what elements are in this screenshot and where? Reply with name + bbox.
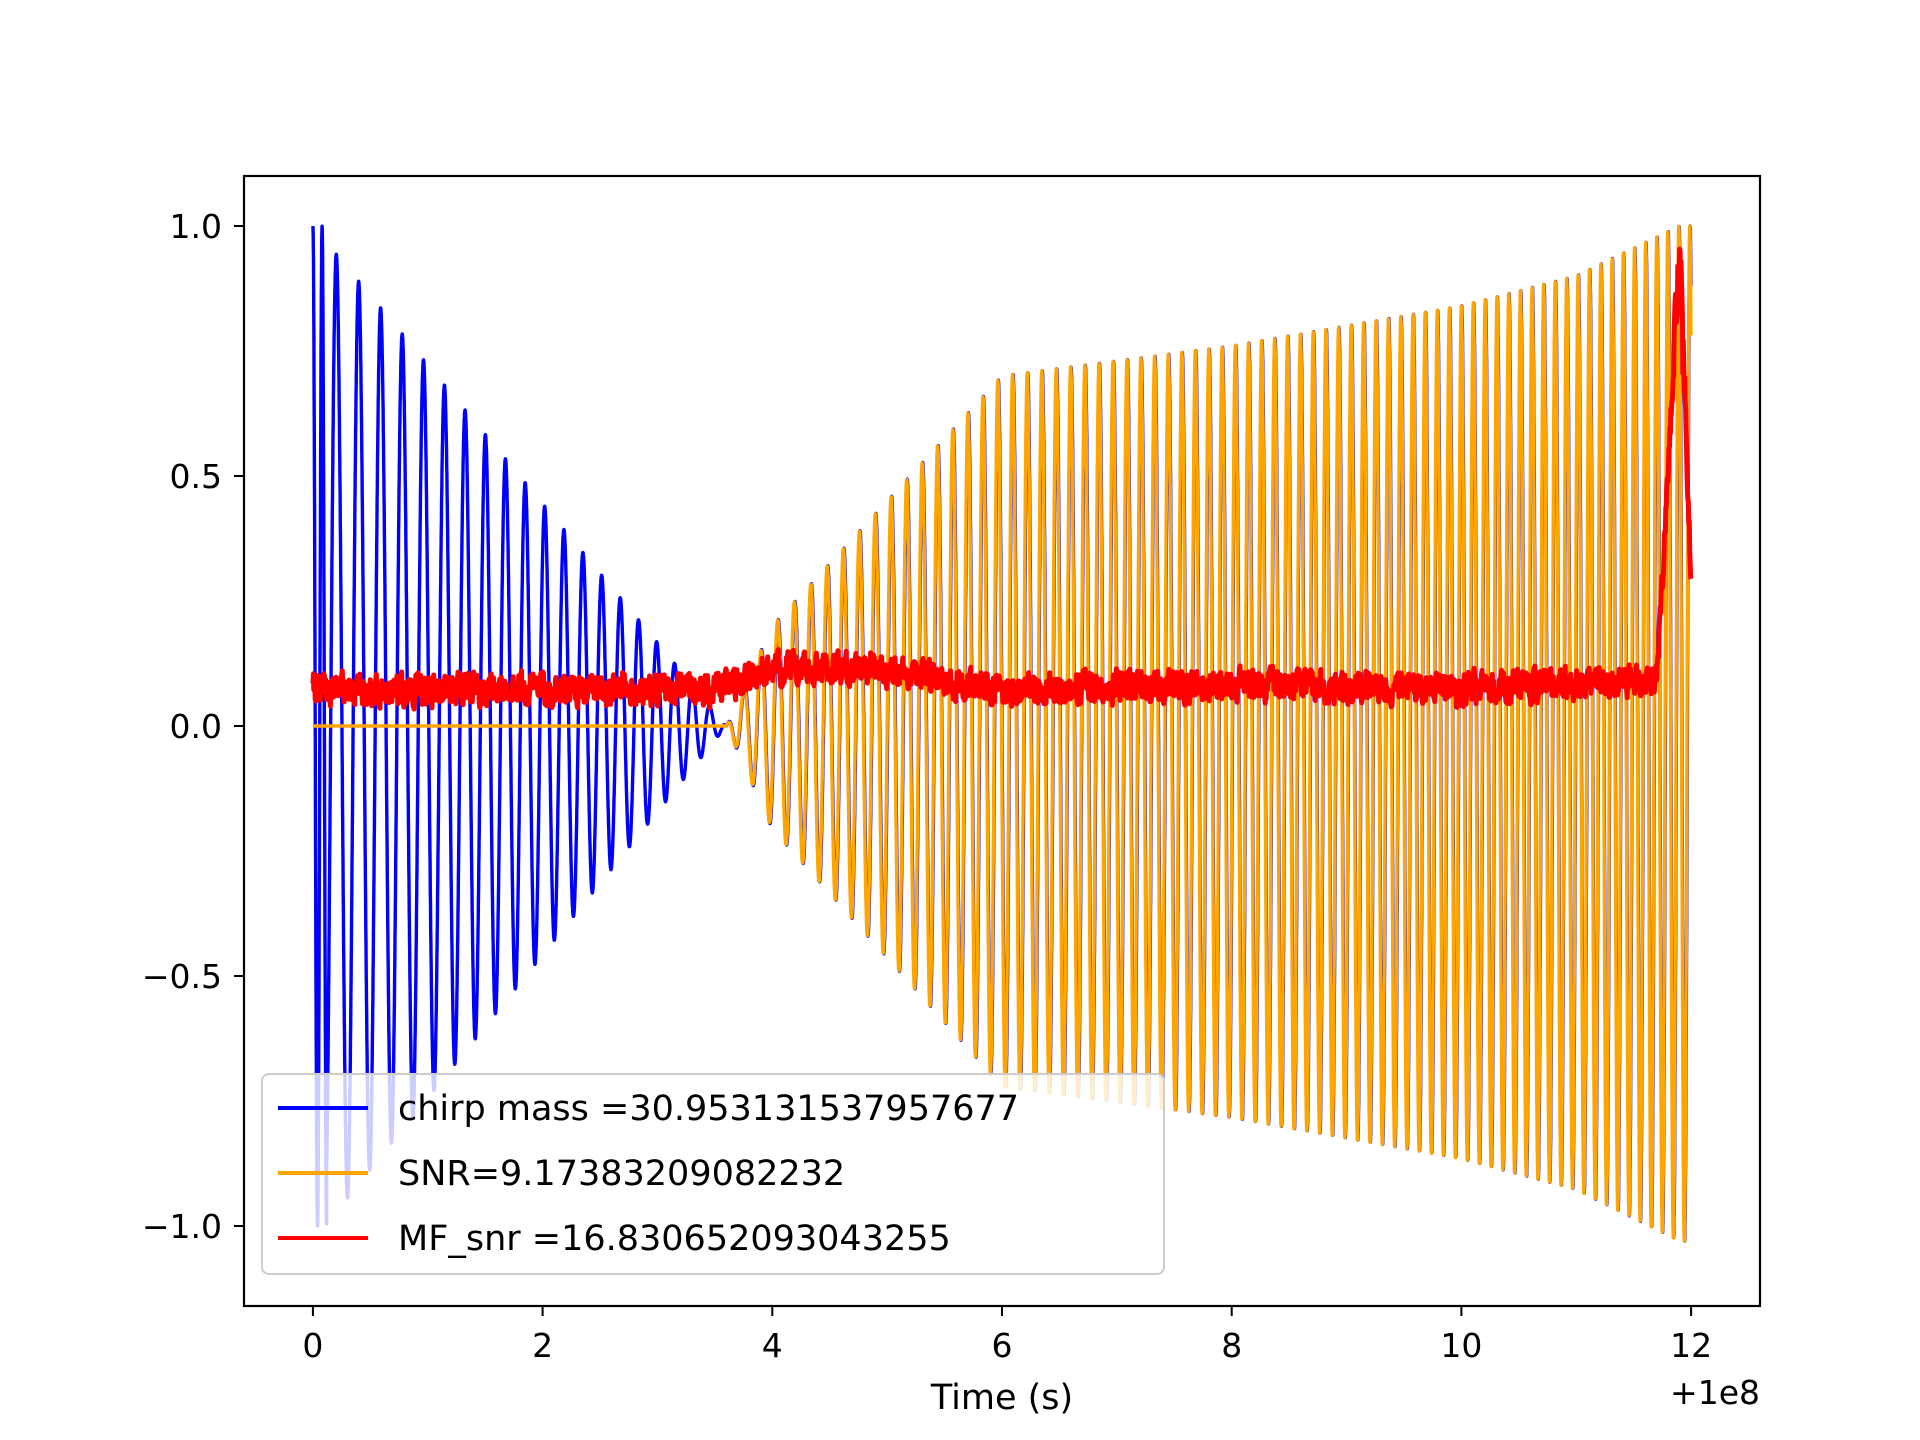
y-tick-label: 0.5 — [170, 457, 222, 496]
x-tick-label: 6 — [992, 1326, 1013, 1365]
legend-label-1: chirp mass =30.953131537957677 — [398, 1089, 1019, 1129]
axes: 0 2 4 6 8 10 12 1.0 0.5 0.0 −0.5 −1.0 Time (s) +1e8 — [142, 174, 1762, 1418]
x-offset-label: +1e8 — [1670, 1373, 1760, 1412]
x-tick-label: 12 — [1670, 1326, 1712, 1365]
x-tick-label: 0 — [302, 1326, 323, 1365]
series-line-2 — [311, 224, 1693, 1243]
x-tick-label: 10 — [1440, 1326, 1482, 1365]
legend: chirp mass =30.953131537957677 SNR=9.1738… — [261, 1073, 1165, 1275]
legend-label-3: MF_snr =16.830652093043255 — [398, 1219, 951, 1259]
x-tick-label: 4 — [762, 1326, 783, 1365]
y-tick-label: 0.0 — [170, 707, 222, 746]
x-tick-label: 2 — [532, 1326, 553, 1365]
x-axis-label: Time (s) — [930, 1378, 1073, 1418]
x-tick-label: 8 — [1221, 1326, 1242, 1365]
legend-label-2: SNR=9.17383209082232 — [398, 1154, 845, 1194]
y-tick-label: −1.0 — [142, 1207, 222, 1246]
y-tick-label: −0.5 — [142, 957, 222, 996]
series-line-3 — [310, 246, 1694, 712]
y-tick-label: 1.0 — [170, 207, 222, 246]
plot-area — [310, 224, 1694, 1243]
legend-box — [261, 1073, 1165, 1275]
